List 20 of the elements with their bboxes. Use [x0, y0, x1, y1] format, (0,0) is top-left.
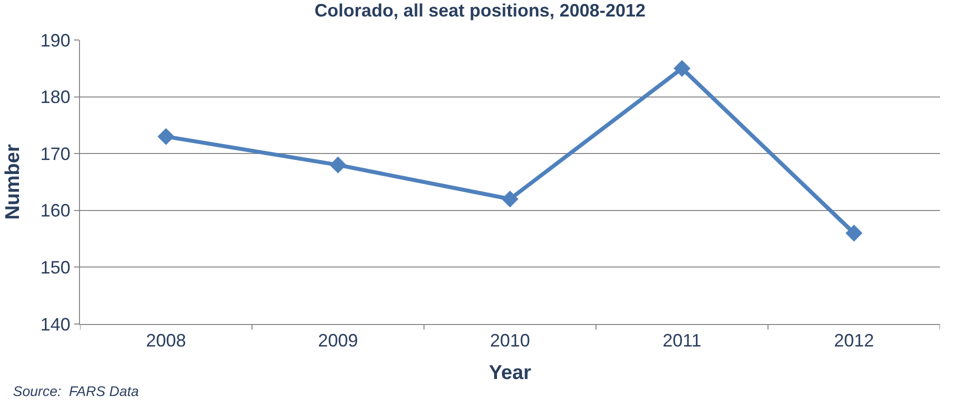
y-tick-label: 140 [40, 314, 70, 334]
point [502, 190, 518, 208]
x-tick-label: 2009 [318, 330, 358, 351]
source-note: Source: FARS Data [13, 383, 139, 399]
x-tick-label: 2011 [662, 330, 702, 351]
y-tick-label: 160 [40, 200, 70, 221]
x-tick-label: 2012 [834, 330, 874, 351]
y-tick-label: 180 [40, 87, 70, 108]
y-tick-label: 150 [40, 258, 70, 278]
x-axis-title: Year [488, 362, 532, 384]
chart-title: Colorado, all seat positions, 2008-2012 [314, 0, 646, 21]
point [674, 60, 690, 77]
x-tick-label: 2010 [490, 330, 530, 351]
x-tick-label: 2008 [146, 330, 186, 351]
y-tick-label: 190 [40, 30, 70, 50]
y-tick-label: 170 [40, 144, 70, 164]
point [846, 224, 862, 242]
y-axis-title: Number [2, 144, 24, 220]
point [158, 128, 174, 146]
point [330, 156, 346, 174]
